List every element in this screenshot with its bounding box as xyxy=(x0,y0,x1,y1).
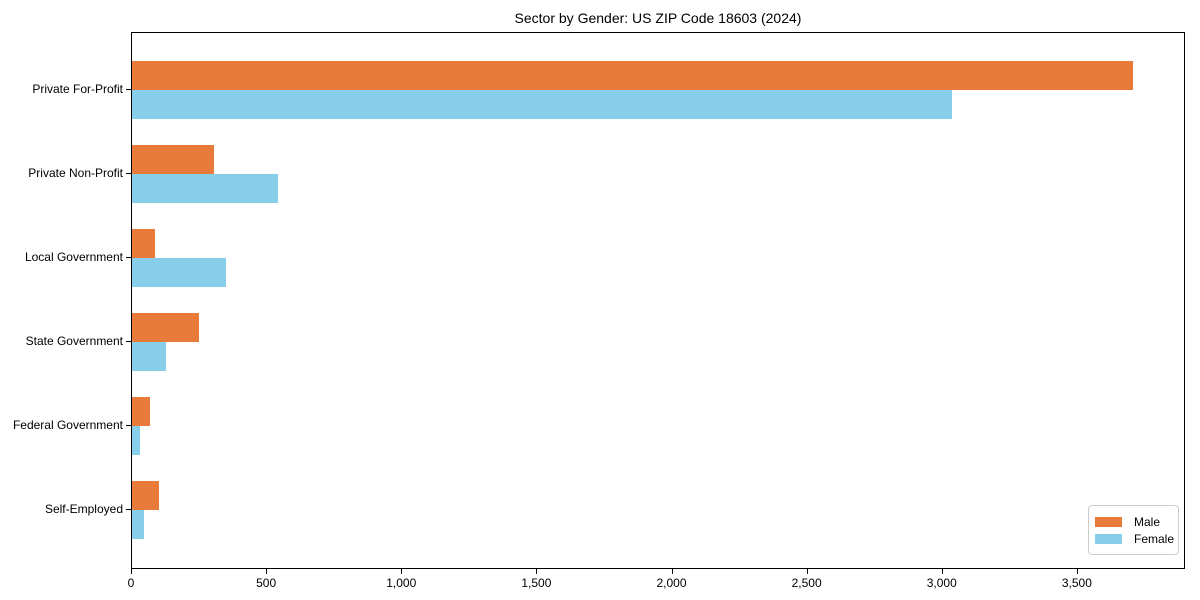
xtick-mark xyxy=(536,569,538,574)
xtick-label: 3,000 xyxy=(926,576,957,590)
legend-label-male: Male xyxy=(1134,514,1161,529)
legend: Male Female xyxy=(1088,505,1179,555)
ytick-mark xyxy=(126,425,131,426)
ytick-mark xyxy=(126,173,131,174)
bar-female-private-non-profit xyxy=(132,174,278,203)
xtick-mark xyxy=(401,569,403,574)
legend-item-male: Male xyxy=(1095,513,1170,530)
xtick-label: 0 xyxy=(127,576,135,590)
ytick-label-private-for-profit: Private For-Profit xyxy=(32,82,123,96)
legend-item-female: Female xyxy=(1095,530,1174,547)
xtick-label: 1,500 xyxy=(521,576,552,590)
bar-male-state-government xyxy=(132,313,200,342)
bar-male-private-non-profit xyxy=(132,145,215,174)
xtick-label: 2,000 xyxy=(656,576,687,590)
plot-area: Male Female xyxy=(131,32,1185,569)
bar-female-local-government xyxy=(132,258,227,287)
bar-male-federal-government xyxy=(132,397,150,426)
ytick-mark xyxy=(126,341,131,342)
bar-male-self-employed xyxy=(132,481,159,510)
legend-label-female: Female xyxy=(1134,531,1175,546)
xtick-mark xyxy=(941,569,943,574)
xtick-mark xyxy=(1076,569,1078,574)
bar-female-state-government xyxy=(132,342,166,371)
bar-female-private-for-profit xyxy=(132,90,953,119)
ytick-label-state-government: State Government xyxy=(25,334,123,348)
bar-female-self-employed xyxy=(132,510,145,539)
ytick-mark xyxy=(126,509,131,510)
xtick-mark xyxy=(806,569,808,574)
legend-swatch-female xyxy=(1095,533,1122,544)
ytick-label-federal-government: Federal Government xyxy=(12,418,123,432)
chart-title: Sector by Gender: US ZIP Code 18603 (202… xyxy=(514,10,802,26)
xtick-mark xyxy=(131,569,132,574)
ytick-mark xyxy=(126,257,131,258)
ytick-label-local-government: Local Government xyxy=(24,250,123,264)
ytick-label-private-non-profit: Private Non-Profit xyxy=(28,166,123,180)
xtick-label: 3,500 xyxy=(1061,576,1092,590)
xtick-label: 500 xyxy=(256,576,277,590)
xtick-mark xyxy=(671,569,673,574)
xtick-mark xyxy=(266,569,268,574)
xtick-label: 1,000 xyxy=(386,576,417,590)
xtick-label: 2,500 xyxy=(791,576,822,590)
legend-swatch-male xyxy=(1095,516,1122,527)
ytick-mark xyxy=(126,89,131,90)
ytick-label-self-employed: Self-Employed xyxy=(44,502,123,516)
bar-female-federal-government xyxy=(132,426,141,455)
bar-male-local-government xyxy=(132,229,155,258)
bar-male-private-for-profit xyxy=(132,61,1133,90)
